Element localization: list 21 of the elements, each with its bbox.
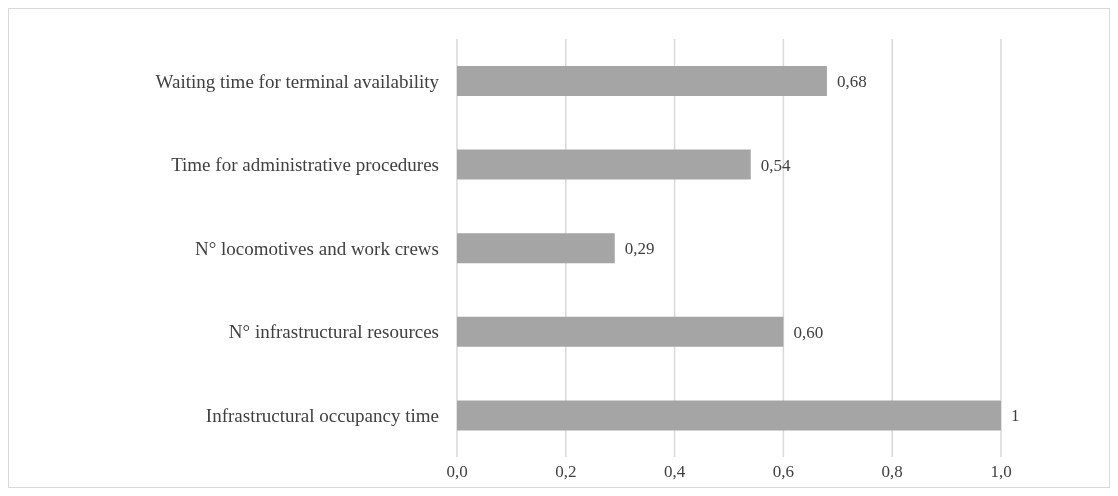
- bar: [457, 233, 615, 264]
- y-tick-label: Waiting time for terminal availability: [155, 70, 440, 92]
- x-tick-label: 0,6: [772, 462, 795, 482]
- x-tick-label: 0,4: [663, 462, 686, 482]
- bar: [457, 316, 784, 347]
- data-label: 0,68: [836, 72, 867, 92]
- x-tick-label: 0,2: [555, 462, 577, 482]
- data-label: 0,60: [793, 322, 824, 342]
- x-tick-label: 0,0: [446, 462, 468, 482]
- x-tick-label: 0,8: [881, 462, 903, 482]
- bar: [457, 66, 827, 96]
- y-tick-label: Time for administrative procedures: [171, 154, 439, 176]
- data-label: 0,54: [760, 155, 792, 175]
- bar: [457, 400, 1001, 431]
- data-label: 1: [1011, 406, 1020, 426]
- data-label: 0,29: [624, 239, 655, 259]
- y-tick-label: N° locomotives and work crews: [195, 237, 439, 259]
- bar: [457, 149, 751, 180]
- x-tick-label: 1,0: [990, 462, 1012, 482]
- y-tick-label: N° infrastructural resources: [228, 321, 439, 343]
- y-tick-label: Infrastructural occupancy time: [205, 404, 439, 426]
